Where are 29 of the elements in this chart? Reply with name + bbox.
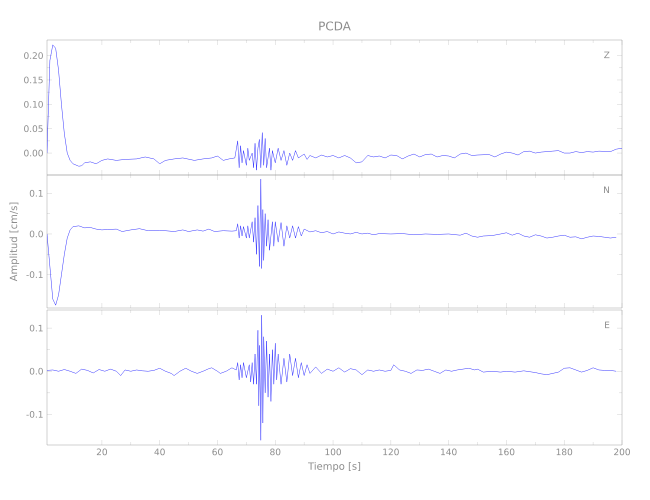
line-series xyxy=(47,44,622,170)
annotation: E xyxy=(605,322,610,328)
x-tick-label: 60 xyxy=(212,448,223,456)
x-tick-label: 200 xyxy=(614,448,630,456)
line-series xyxy=(47,178,616,306)
x-tick-label: 40 xyxy=(154,448,165,456)
y-axis-title: Amplitud [cm/s] xyxy=(9,202,20,282)
y-tick-label: 0.1 xyxy=(30,324,43,332)
x-tick-label: 100 xyxy=(325,448,342,456)
x-axis-title: Tiempo [s] xyxy=(308,462,360,472)
y-tick-label: 0.15 xyxy=(24,76,43,84)
x-tick-label: 80 xyxy=(270,448,280,456)
y-tick-label: 0.10 xyxy=(24,100,43,108)
y-tick-label: 0.0 xyxy=(30,368,43,375)
chart-title: PCDA xyxy=(319,21,351,31)
y-tick-label: 0.20 xyxy=(24,52,43,59)
annotation: N xyxy=(604,186,609,194)
y-tick-label: -0.1 xyxy=(26,271,43,278)
x-tick-label: 180 xyxy=(556,448,572,456)
x-tick-label: 140 xyxy=(441,448,457,456)
x-tick-label: 20 xyxy=(96,448,108,456)
y-tick-label: 0.1 xyxy=(30,190,43,197)
y-tick-label: 0.05 xyxy=(24,125,43,132)
annotation: Z xyxy=(604,52,610,58)
y-tick-label: -0.1 xyxy=(26,410,43,418)
y-tick-label: 0.00 xyxy=(24,150,43,156)
x-tick-label: 120 xyxy=(383,448,399,456)
y-tick-label: 0.0 xyxy=(30,230,43,238)
x-tick-label: 160 xyxy=(498,448,514,456)
